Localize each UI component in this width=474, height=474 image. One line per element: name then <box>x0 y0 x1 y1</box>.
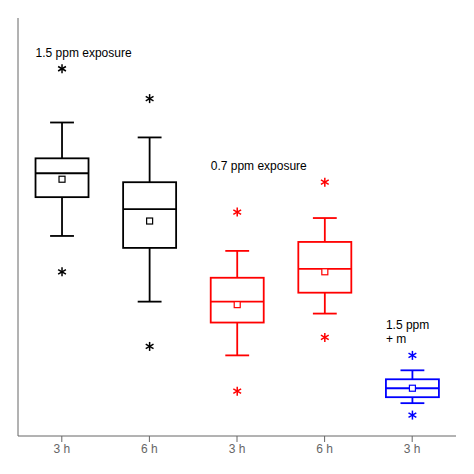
svg-text:3 h: 3 h <box>404 442 421 456</box>
svg-text:1.5 ppm exposure: 1.5 ppm exposure <box>36 46 132 60</box>
svg-text:6 h: 6 h <box>141 442 158 456</box>
svg-text:0.7 ppm exposure: 0.7 ppm exposure <box>211 159 307 173</box>
svg-text:3 h: 3 h <box>53 442 70 456</box>
svg-text:3 h: 3 h <box>229 442 246 456</box>
svg-text:1.5 ppm+ m: 1.5 ppm+ m <box>386 318 429 346</box>
svg-text:6 h: 6 h <box>316 442 333 456</box>
